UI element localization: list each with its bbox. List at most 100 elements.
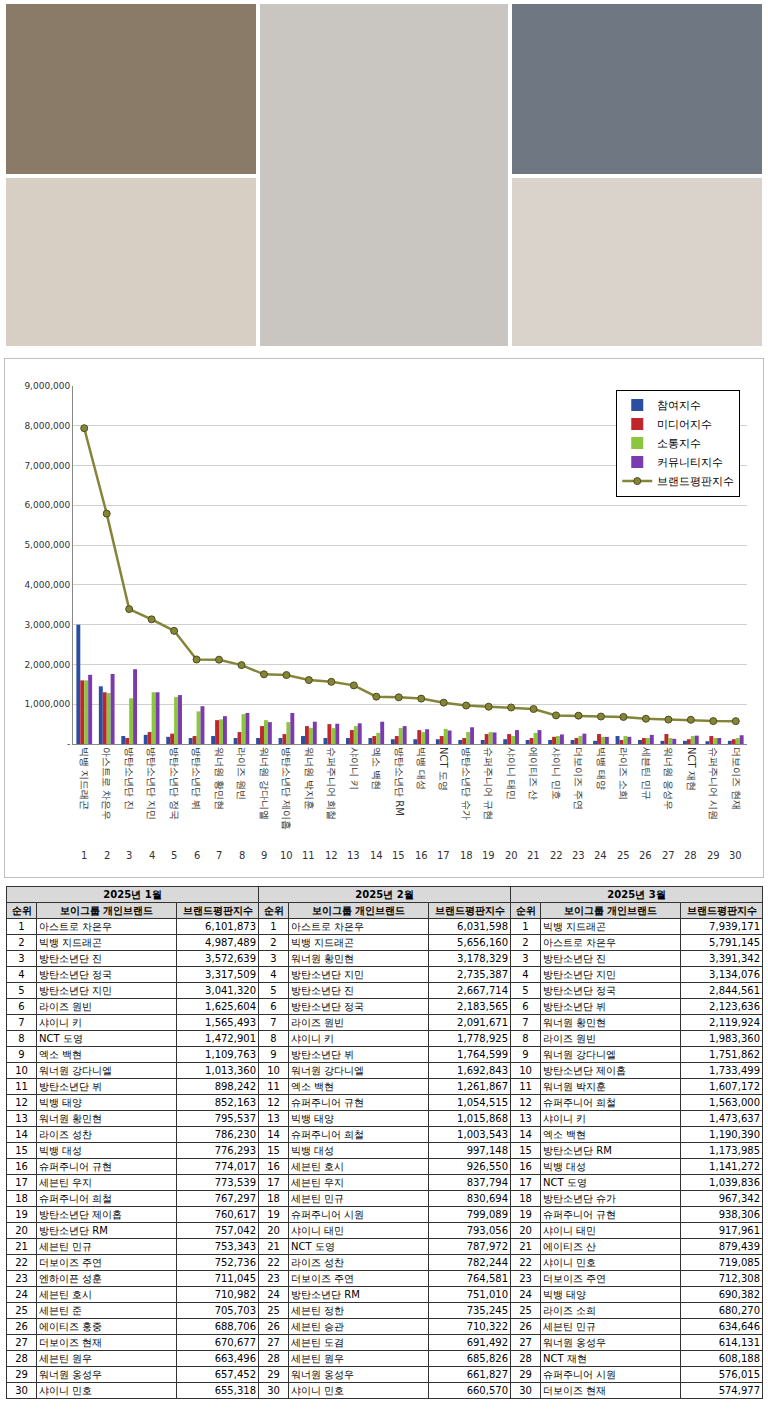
svg-text:18: 18 xyxy=(460,850,473,861)
svg-text:슈퍼주니어 희철: 슈퍼주니어 희철 xyxy=(326,747,337,820)
html-text:2025년 2월: 2025년 2월 xyxy=(355,888,414,900)
svg-text:24: 24 xyxy=(594,850,607,861)
html-text:보이그룹 개인브랜드: 보이그룹 개인브랜드 xyxy=(563,904,658,916)
svg-text:7: 7 xyxy=(216,850,222,861)
svg-text:엑소 백현: 엑소 백현 xyxy=(371,747,382,790)
html-text:순위: 순위 xyxy=(11,904,32,916)
html-text:빅뱅 지드래곤: 빅뱅 지드래곤 xyxy=(39,936,103,948)
svg-text:아스트로 차은우: 아스트로 차은우 xyxy=(101,747,112,820)
svg-text:4: 4 xyxy=(149,850,155,861)
html-text:빅뱅 지드래곤: 빅뱅 지드래곤 xyxy=(543,920,607,932)
svg-text:슈퍼주니어 규현: 슈퍼주니어 규현 xyxy=(483,747,494,820)
svg-text:미디어지수: 미디어지수 xyxy=(657,418,712,431)
svg-text:8,000,000: 8,000,000 xyxy=(24,421,70,431)
svg-text:13: 13 xyxy=(347,850,360,861)
html-text:5,791,145: 5,791,145 xyxy=(709,936,760,948)
svg-text:9: 9 xyxy=(261,850,267,861)
svg-text:6: 6 xyxy=(194,850,200,861)
html-text:2025년 3월: 2025년 3월 xyxy=(607,888,666,900)
html-text:브랜드평판지수: 브랜드평판지수 xyxy=(434,904,505,916)
svg-text:빅뱅 지드래곤: 빅뱅 지드래곤 xyxy=(79,747,90,810)
svg-text:6,000,000: 6,000,000 xyxy=(24,500,70,510)
svg-text:샤이니 태민: 샤이니 태민 xyxy=(506,747,517,800)
svg-text:방탄소년단 정국: 방탄소년단 정국 xyxy=(169,747,180,820)
svg-text:소통지수: 소통지수 xyxy=(657,437,701,450)
svg-text:에이티즈 산: 에이티즈 산 xyxy=(528,747,539,800)
svg-text:11: 11 xyxy=(302,850,315,861)
html-text:순위: 순위 xyxy=(263,904,284,916)
svg-text:NCT 도영: NCT 도영 xyxy=(438,747,449,791)
svg-text:26: 26 xyxy=(639,850,652,861)
svg-text:빅뱅 태양: 빅뱅 태양 xyxy=(596,747,607,790)
html-text:7,939,171: 7,939,171 xyxy=(709,920,760,932)
svg-text:브랜드평판지수: 브랜드평판지수 xyxy=(657,475,734,488)
svg-text:3: 3 xyxy=(126,850,132,861)
html-text:아스트로 차은우: 아스트로 차은우 xyxy=(543,936,617,948)
html-text:보이그룹 개인브랜드: 보이그룹 개인브랜드 xyxy=(311,904,406,916)
svg-text:1: 1 xyxy=(81,850,87,861)
html-text:5,656,160: 5,656,160 xyxy=(457,936,508,948)
svg-text:방탄소년단 진: 방탄소년단 진 xyxy=(124,747,135,810)
svg-text:7,000,000: 7,000,000 xyxy=(24,461,70,471)
html-text:아스트로 차은우: 아스트로 차은우 xyxy=(291,920,365,932)
svg-text:29: 29 xyxy=(707,850,720,861)
svg-text:-: - xyxy=(67,739,70,749)
svg-text:30: 30 xyxy=(729,850,742,861)
svg-text:참여지수: 참여지수 xyxy=(657,399,701,412)
svg-text:16: 16 xyxy=(415,850,428,861)
html-text:아스트로 차은우: 아스트로 차은우 xyxy=(39,920,113,932)
html-text:브랜드평판지수: 브랜드평판지수 xyxy=(686,904,757,916)
svg-text:17: 17 xyxy=(437,850,450,861)
html-text:빅뱅 지드래곤: 빅뱅 지드래곤 xyxy=(291,936,355,948)
html-text:순위: 순위 xyxy=(515,904,536,916)
svg-text:슈퍼주니어 시원: 슈퍼주니어 시원 xyxy=(708,747,719,820)
svg-text:세븐틴 민규: 세븐틴 민규 xyxy=(641,747,652,800)
svg-text:커뮤니티지수: 커뮤니티지수 xyxy=(657,456,723,469)
svg-text:25: 25 xyxy=(617,850,630,861)
svg-text:샤이니 키: 샤이니 키 xyxy=(349,747,360,790)
html-text:6,101,873: 6,101,873 xyxy=(205,920,256,932)
svg-text:방탄소년단 뷔: 방탄소년단 뷔 xyxy=(191,747,202,810)
svg-text:27: 27 xyxy=(662,850,675,861)
svg-text:20: 20 xyxy=(505,850,518,861)
html-text:방탄소년단 진: 방탄소년단 진 xyxy=(39,952,103,964)
svg-text:3,000,000: 3,000,000 xyxy=(24,620,70,630)
html-text:보이그룹 개인브랜드: 보이그룹 개인브랜드 xyxy=(59,904,154,916)
svg-text:워너원 황민현: 워너원 황민현 xyxy=(214,747,225,810)
svg-text:방탄소년단 제이홉: 방탄소년단 제이홉 xyxy=(281,747,292,830)
svg-text:방탄소년단 슈가: 방탄소년단 슈가 xyxy=(461,747,472,820)
svg-text:라이즈 소희: 라이즈 소희 xyxy=(618,747,629,800)
html-text:4,987,489: 4,987,489 xyxy=(205,936,256,948)
svg-text:8: 8 xyxy=(239,850,245,861)
svg-text:15: 15 xyxy=(392,850,405,861)
html-text:브랜드평판지수: 브랜드평판지수 xyxy=(182,904,253,916)
svg-text:1,000,000: 1,000,000 xyxy=(24,699,70,709)
svg-text:라이즈 원빈: 라이즈 원빈 xyxy=(236,747,247,800)
html-text:6,031,598: 6,031,598 xyxy=(457,920,508,932)
svg-text:2: 2 xyxy=(104,850,110,861)
svg-text:더보이즈 현재: 더보이즈 현재 xyxy=(731,747,742,810)
svg-text:워너원 옹성우: 워너원 옹성우 xyxy=(663,747,674,810)
svg-text:23: 23 xyxy=(572,850,585,861)
svg-text:12: 12 xyxy=(325,850,338,861)
svg-text:방탄소년단 지민: 방탄소년단 지민 xyxy=(146,747,157,820)
html-text:2025년 1월: 2025년 1월 xyxy=(103,888,162,900)
svg-text:14: 14 xyxy=(370,850,383,861)
svg-text:샤이니 민호: 샤이니 민호 xyxy=(551,747,562,800)
svg-text:28: 28 xyxy=(684,850,697,861)
svg-text:NCT 재현: NCT 재현 xyxy=(686,747,697,791)
svg-text:22: 22 xyxy=(550,850,563,861)
svg-text:빅뱅 대성: 빅뱅 대성 xyxy=(416,747,427,790)
svg-text:더보이즈 주연: 더보이즈 주연 xyxy=(573,747,584,810)
svg-text:2,000,000: 2,000,000 xyxy=(24,660,70,670)
svg-text:워너원 박지훈: 워너원 박지훈 xyxy=(304,747,315,810)
svg-text:5,000,000: 5,000,000 xyxy=(24,540,70,550)
svg-text:19: 19 xyxy=(482,850,495,861)
svg-text:21: 21 xyxy=(527,850,540,861)
svg-text:10: 10 xyxy=(280,850,293,861)
svg-text:방탄소년단 RM: 방탄소년단 RM xyxy=(394,747,405,816)
svg-text:4,000,000: 4,000,000 xyxy=(24,580,70,590)
svg-text:워너원 강다니엘: 워너원 강다니엘 xyxy=(259,747,270,820)
svg-text:9,000,000: 9,000,000 xyxy=(24,381,70,391)
svg-text:5: 5 xyxy=(171,850,177,861)
